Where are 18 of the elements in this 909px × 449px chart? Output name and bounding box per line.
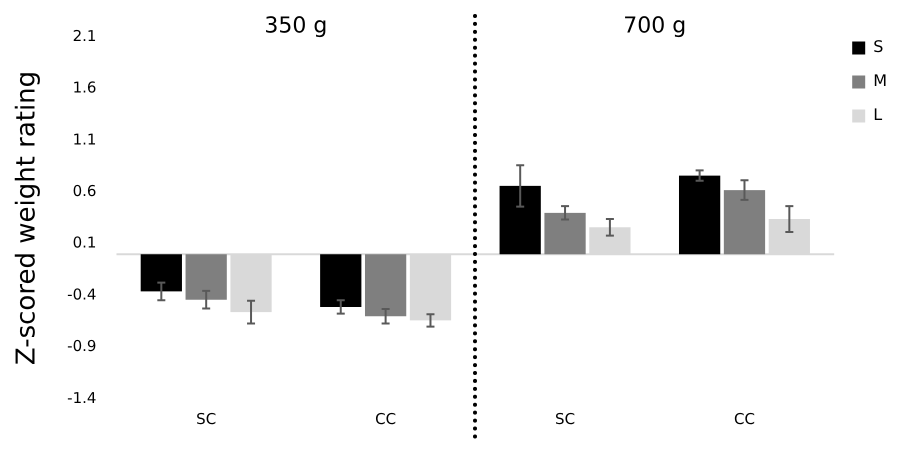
y-tick-label: 0.1 [72,234,96,252]
x-tick-label: CC [375,410,396,428]
y-tick-label: 1.6 [72,78,96,97]
x-tick-label: SC [196,410,216,428]
y-axis-title: Z-scored weight rating [11,70,42,366]
y-tick-label: -1.4 [67,388,96,407]
y-tick-label: 2.1 [72,26,96,45]
y-tick-label: 0.6 [72,182,96,200]
x-tick-label: SC [555,410,576,428]
y-tick-label: -0.4 [67,285,96,304]
annotation: 350 g [264,14,328,39]
x-tick-label: CC [734,410,755,428]
annotation: 700 g [623,14,686,39]
legend-label: S [873,37,884,56]
legend-label: M [873,71,888,90]
legend-label: L [873,105,882,124]
y-tick-label: 1.1 [72,130,96,148]
y-tick-label: -0.9 [67,337,96,356]
